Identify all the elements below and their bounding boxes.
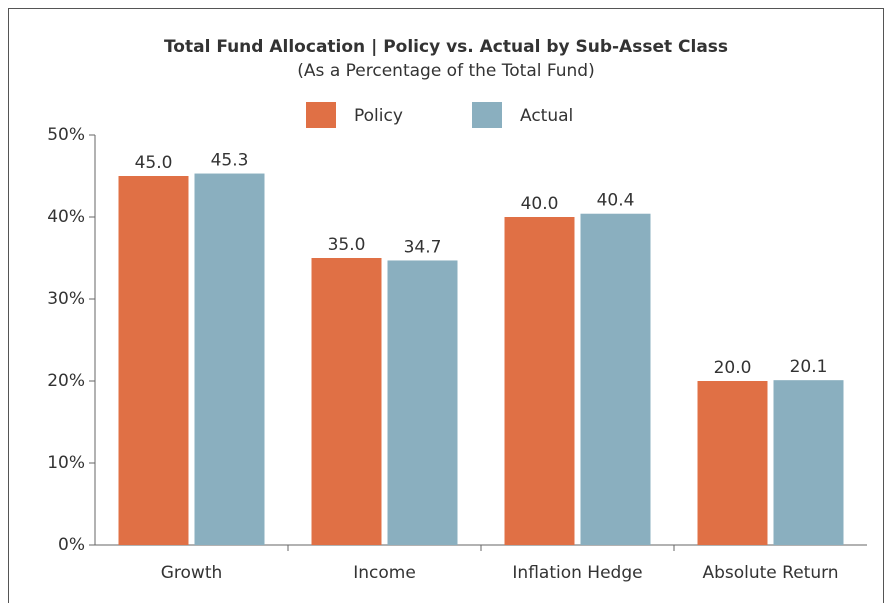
bar (504, 217, 575, 545)
value-label: 20.0 (714, 358, 752, 378)
value-label: 45.0 (135, 153, 173, 173)
value-label: 35.0 (328, 235, 366, 255)
bar (118, 176, 189, 545)
x-tick-label: Income (353, 563, 416, 583)
bar (580, 213, 651, 545)
legend-label: Actual (520, 106, 573, 126)
legend-label: Policy (354, 106, 403, 126)
bar (697, 381, 768, 545)
legend-swatch (306, 102, 336, 128)
bar (773, 380, 844, 545)
legend-swatch (472, 102, 502, 128)
value-label: 45.3 (211, 151, 249, 171)
y-tick-label: 30% (47, 289, 85, 309)
y-tick-label: 0% (58, 535, 85, 555)
bar (194, 173, 265, 546)
value-label: 34.7 (404, 237, 442, 257)
value-label: 40.0 (521, 194, 559, 214)
chart-title: Total Fund Allocation | Policy vs. Actua… (164, 37, 728, 57)
bar (311, 258, 382, 545)
value-label: 40.4 (597, 191, 635, 211)
x-tick-label: Absolute Return (702, 563, 838, 583)
frame (8, 8, 884, 603)
y-tick-label: 50% (47, 125, 85, 145)
y-tick-label: 40% (47, 207, 85, 227)
chart-subtitle: (As a Percentage of the Total Fund) (297, 61, 594, 81)
bar (387, 260, 458, 545)
x-tick-label: Inflation Hedge (512, 563, 642, 583)
y-tick-label: 10% (47, 453, 85, 473)
y-tick-label: 20% (47, 371, 85, 391)
value-label: 20.1 (790, 357, 828, 377)
x-tick-label: Growth (161, 563, 223, 583)
